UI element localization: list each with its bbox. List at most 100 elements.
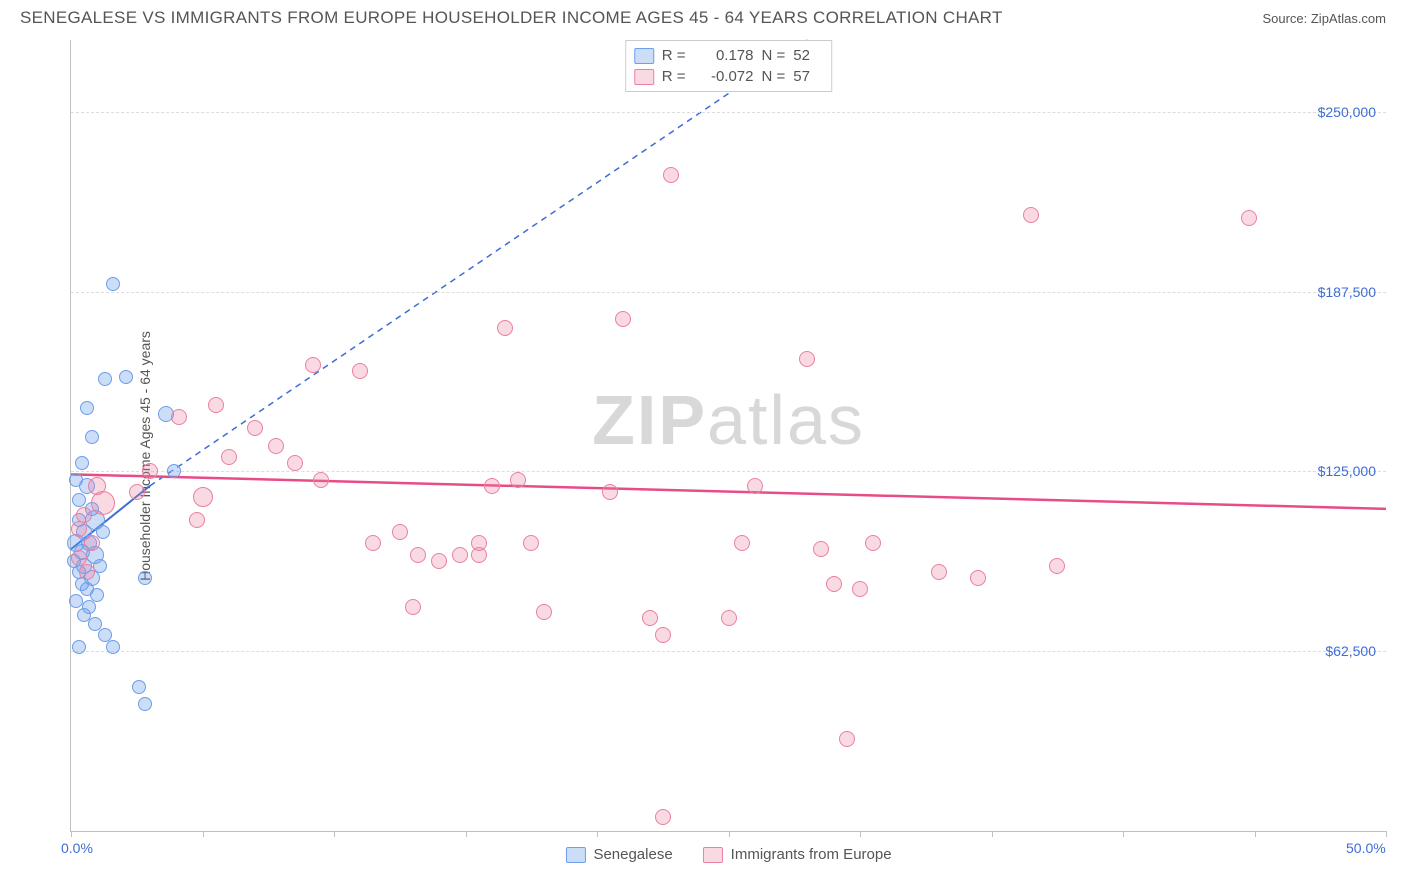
- scatter-point: [72, 640, 86, 654]
- stats-row-series2: R = -0.072 N = 57: [634, 66, 824, 87]
- x-tick-mark: [71, 831, 72, 837]
- scatter-point: [88, 617, 102, 631]
- gridline-h: [71, 292, 1386, 293]
- scatter-point: [852, 581, 868, 597]
- scatter-point: [471, 547, 487, 563]
- scatter-point: [106, 640, 120, 654]
- x-tick-mark: [860, 831, 861, 837]
- n-value-2: 57: [793, 68, 823, 85]
- legend-item-1: Senegalese: [565, 846, 672, 863]
- x-tick-mark: [729, 831, 730, 837]
- scatter-point: [734, 535, 750, 551]
- x-tick-mark: [1255, 831, 1256, 837]
- watermark: ZIPatlas: [592, 380, 865, 460]
- scatter-point: [747, 478, 763, 494]
- scatter-point: [119, 370, 133, 384]
- scatter-point: [484, 478, 500, 494]
- scatter-point: [1049, 558, 1065, 574]
- scatter-point: [655, 809, 671, 825]
- scatter-point: [132, 680, 146, 694]
- scatter-point: [392, 524, 408, 540]
- chart-legend: Senegalese Immigrants from Europe: [565, 846, 891, 863]
- scatter-point: [69, 594, 83, 608]
- x-tick-label: 50.0%: [1346, 840, 1386, 856]
- source-link[interactable]: ZipAtlas.com: [1311, 11, 1386, 26]
- scatter-point: [405, 599, 421, 615]
- x-tick-mark: [466, 831, 467, 837]
- scatter-point: [247, 420, 263, 436]
- scatter-point: [138, 571, 152, 585]
- scatter-point: [497, 320, 513, 336]
- scatter-point: [510, 472, 526, 488]
- source-label: Source: ZipAtlas.com: [1262, 11, 1386, 26]
- scatter-point: [826, 576, 842, 592]
- scatter-point: [352, 363, 368, 379]
- x-tick-mark: [1123, 831, 1124, 837]
- scatter-point: [80, 401, 94, 415]
- y-tick-label: $250,000: [1318, 104, 1376, 120]
- scatter-point: [313, 472, 329, 488]
- scatter-point: [615, 311, 631, 327]
- scatter-point: [106, 277, 120, 291]
- scatter-point: [98, 372, 112, 386]
- scatter-point: [71, 521, 87, 537]
- y-tick-label: $62,500: [1325, 643, 1376, 659]
- scatter-point: [663, 167, 679, 183]
- scatter-point: [642, 610, 658, 626]
- scatter-point: [167, 464, 181, 478]
- scatter-point: [523, 535, 539, 551]
- gridline-h: [71, 651, 1386, 652]
- scatter-point: [91, 491, 115, 515]
- r-value-2: -0.072: [694, 68, 754, 85]
- scatter-point: [75, 456, 89, 470]
- scatter-point: [305, 357, 321, 373]
- scatter-point: [365, 535, 381, 551]
- scatter-point: [287, 455, 303, 471]
- swatch-blue: [634, 48, 654, 64]
- chart-title: SENEGALESE VS IMMIGRANTS FROM EUROPE HOU…: [20, 8, 1003, 28]
- scatter-point: [970, 570, 986, 586]
- x-tick-mark: [203, 831, 204, 837]
- scatter-point: [189, 512, 205, 528]
- y-tick-label: $187,500: [1318, 284, 1376, 300]
- stats-row-series1: R = 0.178 N = 52: [634, 45, 824, 66]
- legend-swatch-pink: [703, 847, 723, 863]
- scatter-point: [221, 449, 237, 465]
- gridline-h: [71, 112, 1386, 113]
- plot-area: ZIPatlas R = 0.178 N = 52 R = -0.072 N =…: [70, 40, 1386, 832]
- trend-lines: [71, 40, 1386, 831]
- scatter-point: [813, 541, 829, 557]
- scatter-point: [268, 438, 284, 454]
- scatter-point: [536, 604, 552, 620]
- legend-swatch-blue: [565, 847, 585, 863]
- scatter-point: [171, 409, 187, 425]
- x-tick-mark: [334, 831, 335, 837]
- y-tick-label: $125,000: [1318, 463, 1376, 479]
- scatter-point: [931, 564, 947, 580]
- n-value-1: 52: [793, 47, 823, 64]
- scatter-point: [865, 535, 881, 551]
- scatter-point: [602, 484, 618, 500]
- scatter-point: [655, 627, 671, 643]
- legend-item-2: Immigrants from Europe: [703, 846, 892, 863]
- x-tick-mark: [992, 831, 993, 837]
- scatter-point: [85, 430, 99, 444]
- scatter-point: [1241, 210, 1257, 226]
- scatter-point: [839, 731, 855, 747]
- scatter-point: [84, 535, 100, 551]
- scatter-point: [410, 547, 426, 563]
- scatter-point: [431, 553, 447, 569]
- scatter-point: [799, 351, 815, 367]
- scatter-point: [208, 397, 224, 413]
- scatter-point: [79, 564, 95, 580]
- x-tick-mark: [1386, 831, 1387, 837]
- scatter-point: [452, 547, 468, 563]
- scatter-point: [721, 610, 737, 626]
- x-tick-label: 0.0%: [61, 840, 93, 856]
- scatter-point: [193, 487, 213, 507]
- chart-container: Householder Income Ages 45 - 64 years ZI…: [20, 40, 1386, 872]
- scatter-point: [129, 484, 145, 500]
- swatch-pink: [634, 69, 654, 85]
- scatter-point: [1023, 207, 1039, 223]
- correlation-stats-box: R = 0.178 N = 52 R = -0.072 N = 57: [625, 40, 833, 92]
